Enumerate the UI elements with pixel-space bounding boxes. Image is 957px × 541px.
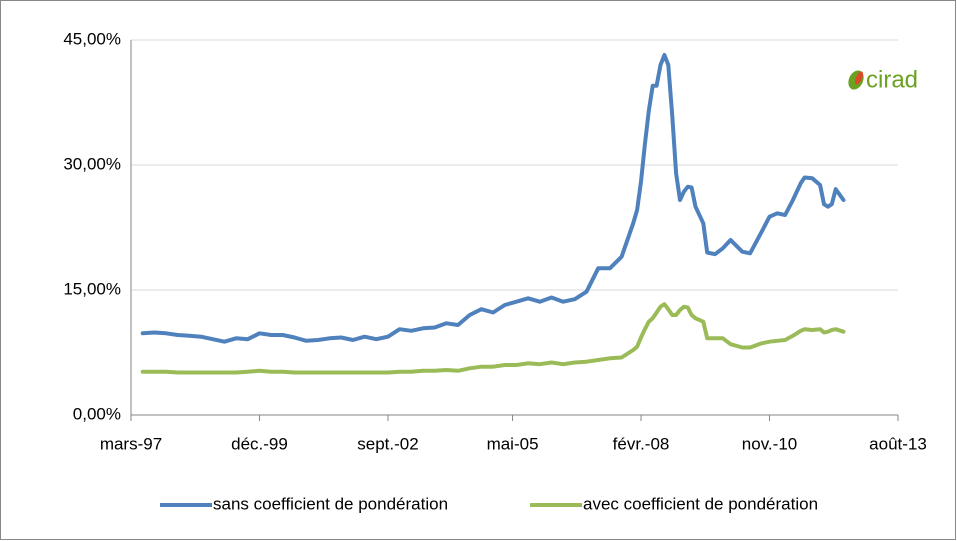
x-tick-label: août-13 [869,434,927,453]
x-tick-label: févr.-08 [613,434,670,453]
legend-label: sans coefficient de pondération [213,494,448,513]
logo-leaf-accent [854,71,864,85]
y-tick-label: 15,00% [63,279,121,298]
series-line [140,302,846,375]
series-line [140,53,846,344]
x-tick-label: mai-05 [487,434,539,453]
logo: cirad [848,66,918,93]
y-tick-label: 45,00% [63,29,121,48]
x-tick-label: nov.-10 [742,434,797,453]
legend-label: avec coefficient de pondération [583,494,818,513]
x-tick-label: sept.-02 [357,434,418,453]
logo-text: cirad [866,66,918,93]
y-tick-label: 30,00% [63,154,121,173]
y-tick-label: 0,00% [73,404,121,423]
x-tick-label: déc.-99 [231,434,288,453]
x-tick-label: mars-97 [100,434,162,453]
